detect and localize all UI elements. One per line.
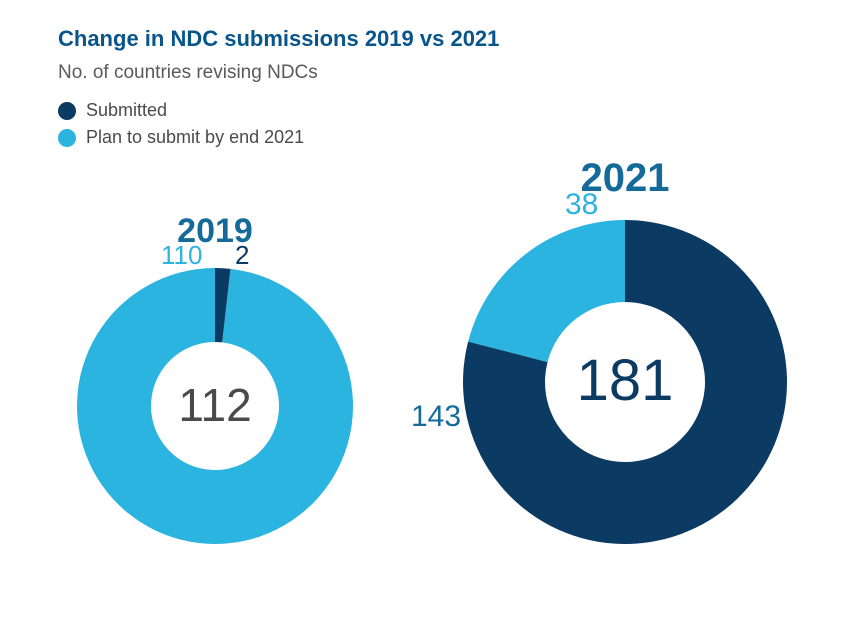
- chart-subtitle: No. of countries revising NDCs: [58, 62, 318, 84]
- legend-item-plan: Plan to submit by end 2021: [58, 127, 304, 148]
- slice-label-2019-0: 110: [161, 240, 202, 271]
- chart-title: Change in NDC submissions 2019 vs 2021: [58, 26, 499, 52]
- legend-swatch-plan: [58, 129, 76, 147]
- slice-label-2021-0: 38: [565, 188, 598, 222]
- donut-total-2019: 112: [151, 378, 279, 432]
- slice-label-2021-1: 143: [411, 400, 461, 434]
- legend-label-plan: Plan to submit by end 2021: [86, 127, 304, 148]
- slice-label-2019-1: 2: [235, 240, 249, 271]
- legend-label-submitted: Submitted: [86, 100, 167, 121]
- donut-year-2021: 2021: [463, 156, 787, 201]
- legend-item-submitted: Submitted: [58, 100, 304, 121]
- slice-plan: [468, 220, 625, 362]
- legend: Submitted Plan to submit by end 2021: [58, 100, 304, 154]
- donut-year-2019: 2019: [77, 212, 353, 251]
- donut-total-2021: 181: [545, 347, 705, 414]
- legend-swatch-submitted: [58, 102, 76, 120]
